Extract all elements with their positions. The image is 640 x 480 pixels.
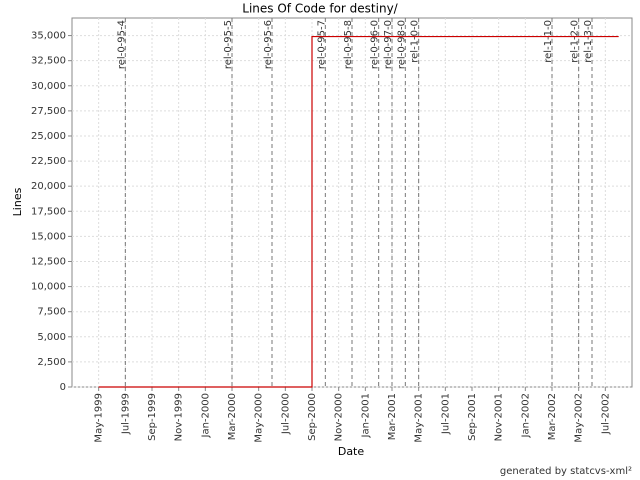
x-tick-label: Nov-1999	[174, 393, 185, 441]
x-tick-label: Jul-1999	[120, 393, 131, 435]
x-tick-label: Jul-2001	[440, 393, 451, 435]
release-label: rel-0-95-7	[316, 20, 327, 69]
release-label: rel-0-97-0	[383, 20, 394, 69]
release-label: rel-0-95-8	[343, 20, 354, 69]
release-label: rel-0-95-5	[223, 20, 234, 69]
data-line	[98, 35, 619, 388]
footer: generated by statcvs-xml²	[500, 466, 632, 477]
x-tick-label: Mar-2001	[387, 393, 398, 440]
release-label: rel-0-98-0	[396, 20, 407, 69]
release-label: rel-1-1-0	[543, 20, 554, 63]
x-tick-label: Sep-2000	[307, 393, 318, 441]
y-tick-label: 25,000	[31, 131, 66, 142]
x-tick-label: Jul-2002	[600, 393, 611, 435]
y-tick-label: 35,000	[31, 31, 66, 42]
x-tick-label: Jan-2001	[360, 393, 371, 438]
chart-title: Lines Of Code for destiny/	[242, 2, 398, 16]
y-tick-label: 15,000	[31, 231, 66, 242]
x-tick-label: May-2000	[254, 393, 265, 443]
x-tick-label: Nov-2000	[334, 393, 345, 441]
x-tick-label: May-2002	[574, 393, 585, 443]
y-tick-label: 10,000	[31, 282, 66, 293]
y-tick-label: 30,000	[31, 81, 66, 92]
x-tick-label: Nov-2001	[494, 393, 505, 441]
x-tick-label: Mar-2000	[227, 393, 238, 440]
release-label: rel-1-3-0	[583, 20, 594, 63]
release-label: rel-0-95-6	[263, 20, 274, 69]
x-tick-label: Jan-2000	[200, 393, 211, 438]
y-tick-label: 5,000	[37, 332, 66, 343]
y-axis-label: Lines	[11, 187, 24, 216]
y-tick-label: 32,500	[31, 56, 66, 67]
release-label: rel-1-2-0	[570, 20, 581, 63]
release-label: rel-0-95-4	[116, 20, 127, 69]
y-tick-label: 17,500	[31, 206, 66, 217]
x-tick-label: Mar-2002	[547, 393, 558, 440]
x-tick-label: Sep-2001	[467, 393, 478, 441]
x-tick-label: May-1999	[94, 393, 105, 443]
y-tick-label: 7,500	[37, 307, 66, 318]
x-axis-label: Date	[338, 445, 365, 458]
y-tick-label: 2,500	[37, 357, 66, 368]
y-tick-label: 12,500	[31, 256, 66, 267]
x-tick-label: Sep-1999	[147, 393, 158, 441]
x-tick-label: Jul-2000	[280, 393, 291, 435]
x-tick-label: Jan-2002	[520, 393, 531, 438]
release-label: rel-1-0-0	[410, 20, 421, 63]
y-tick-label: 22,500	[31, 156, 66, 167]
y-tick-label: 0	[60, 382, 66, 393]
y-tick-label: 20,000	[31, 181, 66, 192]
release-label: rel-0-96-0	[370, 20, 381, 69]
x-tick-label: May-2001	[414, 393, 425, 443]
y-tick-label: 27,500	[31, 106, 66, 117]
